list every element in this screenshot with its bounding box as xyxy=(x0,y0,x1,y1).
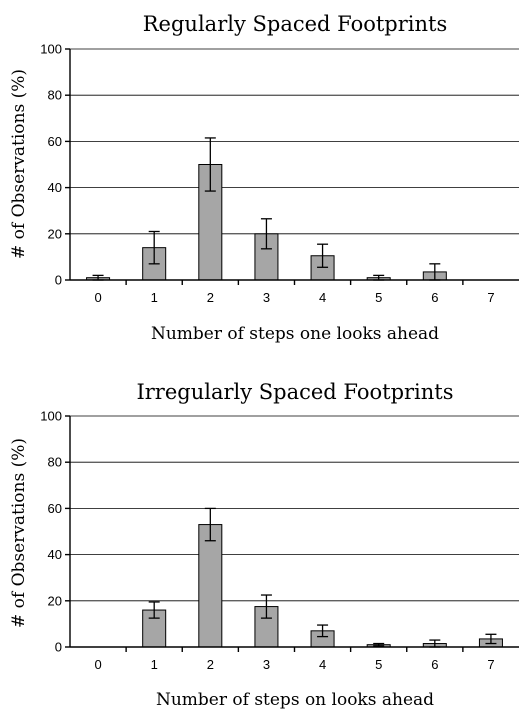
x-tick-label: 7 xyxy=(487,657,494,672)
y-tick-label: 40 xyxy=(48,180,62,195)
y-tick-label: 80 xyxy=(48,88,62,103)
y-ticks: 0 20 40 60 80 100 xyxy=(40,409,70,655)
x-tick-label: 6 xyxy=(431,290,438,305)
x-tick-label: 3 xyxy=(263,290,270,305)
y-tick-label: 60 xyxy=(48,501,62,516)
x-tick-label: 5 xyxy=(375,290,382,305)
chart-title: Irregularly Spaced Footprints xyxy=(136,380,453,404)
x-tick-label: 3 xyxy=(263,657,270,672)
x-tick-label: 1 xyxy=(151,657,158,672)
x-tick-label: 2 xyxy=(207,657,214,672)
y-tick-label: 80 xyxy=(48,455,62,470)
y-axis-label: # of Observations (%) xyxy=(9,438,29,628)
x-tick-label: 0 xyxy=(94,657,101,672)
x-tick-label: 1 xyxy=(151,290,158,305)
x-tick-label: 5 xyxy=(375,657,382,672)
x-tick-label: 0 xyxy=(94,290,101,305)
x-tick-label: 7 xyxy=(487,290,494,305)
chart-irregular-footprints: Irregularly Spaced Footprints # of Obser… xyxy=(9,380,519,710)
x-tick-label: 4 xyxy=(319,290,326,305)
x-tick-label: 4 xyxy=(319,657,326,672)
x-tick-label: 6 xyxy=(431,657,438,672)
y-axis-label: # of Observations (%) xyxy=(9,69,29,259)
x-tick-label: 2 xyxy=(207,290,214,305)
y-tick-label: 40 xyxy=(48,547,62,562)
axes xyxy=(70,416,519,647)
x-ticks: 0 1 2 3 4 5 6 7 xyxy=(94,280,494,305)
y-tick-label: 20 xyxy=(48,593,62,608)
x-axis-label: Number of steps on looks ahead xyxy=(156,690,434,710)
y-tick-label: 60 xyxy=(48,134,62,149)
y-tick-label: 0 xyxy=(55,640,62,655)
chart-title: Regularly Spaced Footprints xyxy=(143,12,447,36)
gridlines xyxy=(70,49,519,234)
bar-2 xyxy=(199,525,222,647)
y-ticks: 0 20 40 60 80 100 xyxy=(40,42,70,288)
chart-regular-footprints: Regularly Spaced Footprints # of Observa… xyxy=(9,12,519,344)
y-tick-label: 100 xyxy=(40,42,62,57)
y-tick-label: 0 xyxy=(55,273,62,288)
x-axis-label: Number of steps one looks ahead xyxy=(151,324,439,344)
gridlines xyxy=(70,416,519,601)
axes xyxy=(70,49,519,280)
x-ticks: 0 1 2 3 4 5 6 7 xyxy=(94,647,494,672)
y-tick-label: 20 xyxy=(48,226,62,241)
y-tick-label: 100 xyxy=(40,409,62,424)
